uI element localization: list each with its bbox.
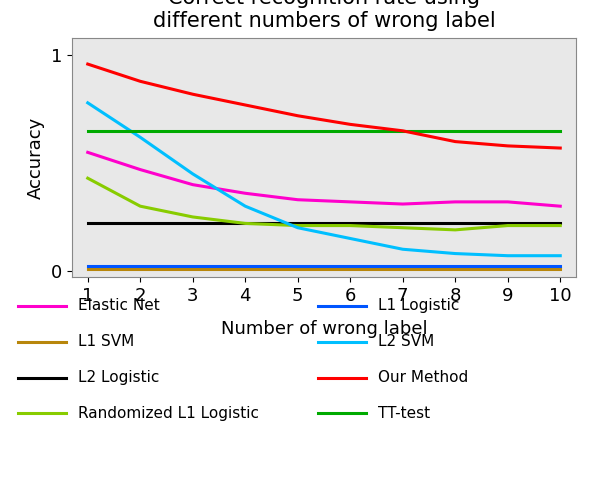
Text: Our Method: Our Method xyxy=(378,370,468,385)
X-axis label: Number of wrong label: Number of wrong label xyxy=(221,320,427,338)
Text: L1 Logistic: L1 Logistic xyxy=(378,298,460,314)
Y-axis label: Accuracy: Accuracy xyxy=(28,117,46,199)
Text: L2 Logistic: L2 Logistic xyxy=(78,370,160,385)
Text: L2 SVM: L2 SVM xyxy=(378,334,434,349)
Title: Correct recognition rate using
different numbers of wrong label: Correct recognition rate using different… xyxy=(152,0,496,31)
Text: L1 SVM: L1 SVM xyxy=(78,334,134,349)
Text: Randomized L1 Logistic: Randomized L1 Logistic xyxy=(78,406,259,421)
Text: TT-test: TT-test xyxy=(378,406,430,421)
Text: Elastic Net: Elastic Net xyxy=(78,298,160,314)
